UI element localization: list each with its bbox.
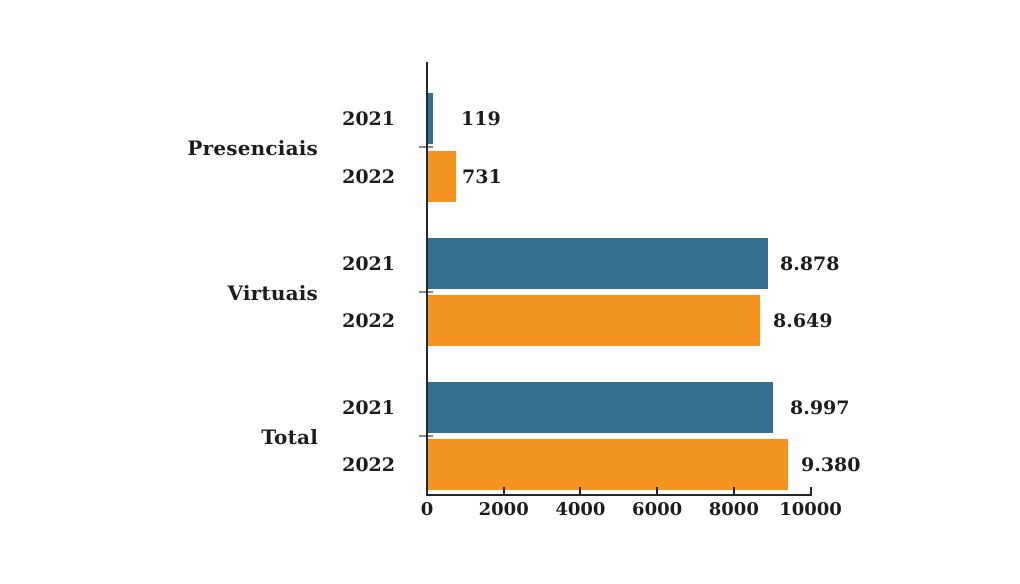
- x-axis-tick-label: 2000: [478, 499, 529, 520]
- x-axis-tick: [809, 487, 812, 494]
- year-label-2022: 2022: [342, 309, 395, 332]
- value-label-virtuais-2021: 8.878: [780, 252, 840, 275]
- value-label-total-2021: 8.997: [790, 396, 850, 419]
- x-axis-tick: [426, 487, 428, 494]
- year-label-2022: 2022: [342, 165, 395, 188]
- year-label-2021: 2021: [342, 107, 395, 130]
- bar-total-2021: [428, 382, 773, 433]
- category-label-total: Total: [261, 424, 318, 449]
- year-label-2021: 2021: [342, 252, 395, 275]
- bar-virtuais-2022: [428, 295, 760, 346]
- x-axis-tick-label: 0: [420, 499, 434, 520]
- bar-presenciais-2022: [428, 151, 456, 202]
- category-label-virtuais: Virtuais: [227, 280, 318, 305]
- bar-virtuais-2021: [428, 238, 768, 289]
- x-axis-tick-label: 10000: [779, 499, 842, 520]
- bar-presenciais-2021: [428, 93, 433, 144]
- value-label-presenciais-2022: 731: [462, 165, 502, 188]
- x-axis-tick-label: 4000: [555, 499, 606, 520]
- x-axis-tick-label: 6000: [632, 499, 683, 520]
- bar-total-2022: [428, 439, 788, 490]
- year-label-2022: 2022: [342, 453, 395, 476]
- x-axis-line: [426, 494, 812, 496]
- value-label-presenciais-2021: 119: [461, 107, 501, 130]
- value-label-total-2022: 9.380: [801, 453, 861, 476]
- x-axis-tick: [502, 487, 505, 494]
- y-axis-line: [426, 62, 428, 496]
- x-axis-tick: [579, 487, 582, 494]
- x-axis-tick: [656, 487, 659, 494]
- x-axis-tick: [732, 487, 735, 494]
- year-label-2021: 2021: [342, 396, 395, 419]
- value-label-virtuais-2022: 8.649: [773, 309, 833, 332]
- category-label-presenciais: Presenciais: [187, 135, 318, 160]
- x-axis-tick-label: 8000: [708, 499, 759, 520]
